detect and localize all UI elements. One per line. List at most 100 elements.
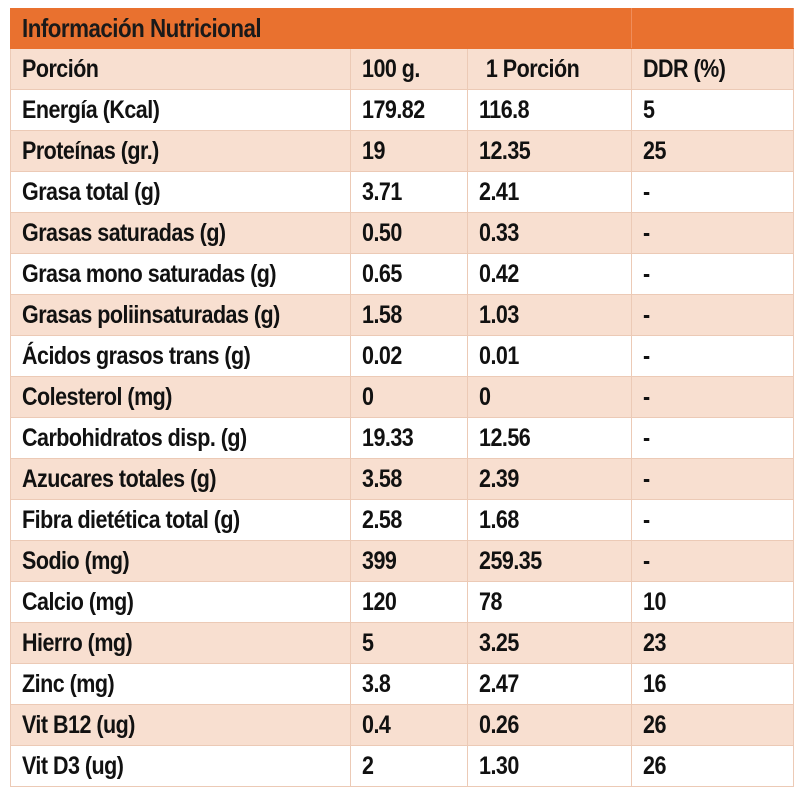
nutrient-name-cell: Vit D3 (ug) (10, 745, 351, 787)
table-row: Zinc (mg) 3.8 2.47 16 (10, 663, 794, 705)
nutrient-name-cell: Azucares totales (g) (10, 458, 351, 500)
value-100g-cell: 179.82 (350, 89, 468, 131)
value-ddr-text: - (643, 301, 650, 329)
table-row: Calcio (mg) 120 78 10 (10, 581, 794, 623)
table-row: Energía (Kcal) 179.82 116.8 5 (10, 89, 794, 131)
value-portion-text: 0 (479, 383, 491, 411)
value-portion-cell: 78 (467, 581, 632, 623)
value-ddr-cell: - (631, 458, 794, 500)
nutrient-name-cell: Grasa mono saturadas (g) (10, 253, 351, 295)
value-portion-cell: 3.25 (467, 622, 632, 664)
table-row: Grasa mono saturadas (g) 0.65 0.42 - (10, 253, 794, 295)
value-ddr-cell: - (631, 499, 794, 541)
value-100g-cell: 5 (350, 622, 468, 664)
header-ddr: DDR (%) (631, 48, 794, 90)
table-row: Sodio (mg) 399 259.35 - (10, 540, 794, 582)
nutrient-name-text: Colesterol (mg) (22, 383, 172, 411)
value-portion-cell: 0 (467, 376, 632, 418)
value-100g-cell: 0.02 (350, 335, 468, 377)
value-ddr-text: - (643, 424, 650, 452)
value-100g-cell: 0 (350, 376, 468, 418)
value-ddr-cell: 26 (631, 745, 794, 787)
nutrition-table-container: Información Nutricional Porción 100 g. 1… (10, 8, 794, 787)
nutrient-name-text: Vit D3 (ug) (22, 752, 124, 780)
value-100g-cell: 3.58 (350, 458, 468, 500)
value-ddr-cell: 26 (631, 704, 794, 746)
value-portion-text: 78 (479, 588, 502, 616)
nutrient-name-cell: Colesterol (mg) (10, 376, 351, 418)
value-portion-cell: 0.26 (467, 704, 632, 746)
table-row: Fibra dietética total (g) 2.58 1.68 - (10, 499, 794, 541)
table-row: Grasa total (g) 3.71 2.41 - (10, 171, 794, 213)
table-row: Ácidos grasos trans (g) 0.02 0.01 - (10, 335, 794, 377)
nutrient-name-cell: Sodio (mg) (10, 540, 351, 582)
nutrient-name-cell: Grasas saturadas (g) (10, 212, 351, 254)
nutrient-name-cell: Grasa total (g) (10, 171, 351, 213)
value-ddr-text: 10 (643, 588, 666, 616)
table-row: Proteínas (gr.) 19 12.35 25 (10, 130, 794, 172)
header-portion: Porción (10, 48, 351, 90)
value-portion-text: 2.47 (479, 670, 519, 698)
value-portion-text: 0.26 (479, 711, 519, 739)
value-100g-text: 5 (362, 629, 374, 657)
nutrient-name-text: Hierro (mg) (22, 629, 133, 657)
value-portion-cell: 12.35 (467, 130, 632, 172)
value-100g-text: 0.50 (362, 219, 402, 247)
nutrient-name-cell: Vit B12 (ug) (10, 704, 351, 746)
nutrient-name-text: Azucares totales (g) (22, 465, 216, 493)
value-ddr-text: 26 (643, 711, 666, 739)
nutrient-name-cell: Ácidos grasos trans (g) (10, 335, 351, 377)
value-100g-text: 1.58 (362, 301, 402, 329)
value-ddr-cell: - (631, 540, 794, 582)
value-ddr-text: 5 (643, 96, 655, 124)
value-portion-cell: 0.33 (467, 212, 632, 254)
value-100g-text: 19 (362, 137, 385, 165)
value-ddr-cell: 25 (631, 130, 794, 172)
table-title-row: Información Nutricional (10, 8, 794, 49)
value-ddr-text: - (643, 383, 650, 411)
nutrient-name-cell: Carbohidratos disp. (g) (10, 417, 351, 459)
nutrient-name-text: Grasas poliinsaturadas (g) (22, 301, 280, 329)
value-ddr-text: 25 (643, 137, 666, 165)
value-portion-cell: 0.42 (467, 253, 632, 295)
value-100g-text: 0.02 (362, 342, 402, 370)
value-ddr-text: 23 (643, 629, 666, 657)
value-portion-cell: 2.47 (467, 663, 632, 705)
nutrient-name-text: Carbohidratos disp. (g) (22, 424, 247, 452)
value-100g-cell: 120 (350, 581, 468, 623)
value-portion-cell: 1.68 (467, 499, 632, 541)
table-row: Grasas poliinsaturadas (g) 1.58 1.03 - (10, 294, 794, 336)
value-100g-cell: 0.50 (350, 212, 468, 254)
header-1-portion-label: 1 Porción (485, 55, 580, 83)
value-100g-cell: 1.58 (350, 294, 468, 336)
value-portion-cell: 1.30 (467, 745, 632, 787)
value-ddr-cell: 23 (631, 622, 794, 664)
value-ddr-cell: - (631, 253, 794, 295)
header-ddr-label: DDR (%) (643, 55, 726, 83)
table-row: Azucares totales (g) 3.58 2.39 - (10, 458, 794, 500)
value-ddr-cell: - (631, 212, 794, 254)
value-100g-cell: 2.58 (350, 499, 468, 541)
nutrient-name-cell: Energía (Kcal) (10, 89, 351, 131)
value-100g-text: 19.33 (362, 424, 414, 452)
nutrient-name-text: Fibra dietética total (g) (22, 506, 240, 534)
value-ddr-text: - (643, 506, 650, 534)
value-ddr-cell: 10 (631, 581, 794, 623)
value-100g-text: 2.58 (362, 506, 402, 534)
value-ddr-text: 16 (643, 670, 666, 698)
value-100g-text: 399 (362, 547, 397, 575)
value-ddr-cell: 5 (631, 89, 794, 131)
table-row: Colesterol (mg) 0 0 - (10, 376, 794, 418)
table-row: Hierro (mg) 5 3.25 23 (10, 622, 794, 664)
value-ddr-text: - (643, 465, 650, 493)
value-portion-text: 0.42 (479, 260, 519, 288)
value-ddr-cell: 16 (631, 663, 794, 705)
value-ddr-text: 26 (643, 752, 666, 780)
nutrient-name-cell: Calcio (mg) (10, 581, 351, 623)
value-portion-text: 259.35 (479, 547, 542, 575)
nutrient-name-cell: Zinc (mg) (10, 663, 351, 705)
value-100g-cell: 3.8 (350, 663, 468, 705)
value-100g-text: 0.65 (362, 260, 402, 288)
nutrient-name-text: Grasa mono saturadas (g) (22, 260, 277, 288)
value-ddr-text: - (643, 342, 650, 370)
